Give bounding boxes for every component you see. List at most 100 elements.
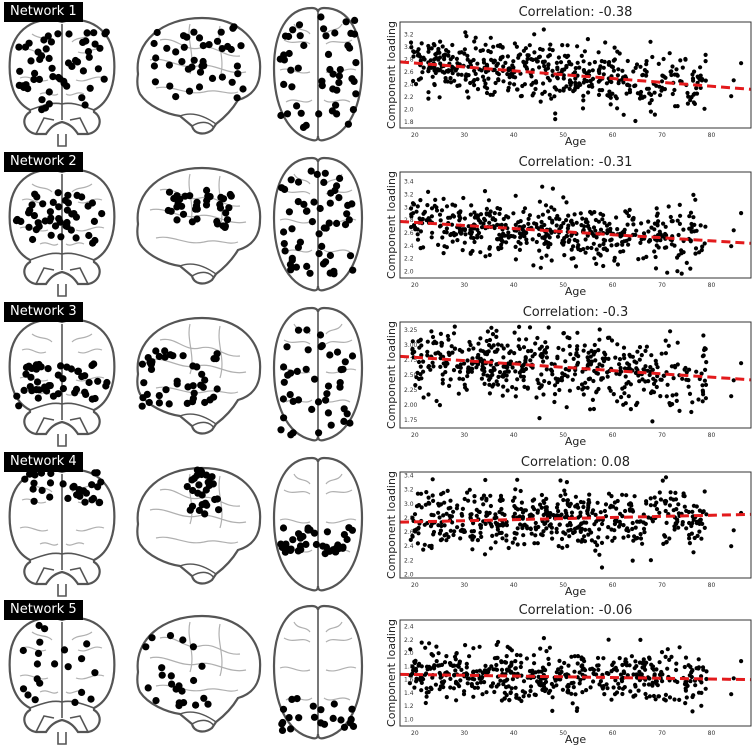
scatter-point [524, 337, 529, 342]
scatter-point [413, 225, 418, 230]
brain-node [293, 367, 301, 375]
brain-views [8, 156, 364, 297]
scatter-point [603, 514, 609, 519]
scatter-point [497, 44, 503, 49]
scatter-point [604, 248, 610, 253]
scatter-point [533, 533, 538, 538]
scatter-point [626, 380, 631, 385]
brain-node [281, 548, 289, 556]
scatter-point [424, 694, 429, 699]
scatter-point [541, 684, 547, 689]
y-tick-label: 2.8 [404, 56, 414, 63]
scatter-point [539, 505, 544, 510]
scatter-point [468, 250, 473, 255]
brain-node [315, 250, 323, 258]
scatter-point [436, 651, 441, 656]
x-axis-label: Age [565, 585, 587, 598]
scatter-point [563, 359, 568, 364]
scatter-point [561, 73, 566, 78]
scatter-point [589, 245, 594, 251]
scatter-point [464, 661, 469, 666]
scatter-point [592, 256, 597, 261]
scatter-point [429, 652, 434, 657]
brain-node [47, 38, 56, 46]
brain-node [322, 224, 330, 232]
scatter-point [418, 58, 423, 63]
scatter-point [574, 347, 580, 352]
scatter-point [483, 663, 488, 668]
scatter-point [664, 245, 669, 250]
scatter-point [541, 27, 546, 32]
scatter-point [514, 652, 519, 658]
scatter-point [441, 513, 446, 518]
brain-node [293, 102, 301, 110]
brain-node [307, 167, 315, 175]
brain-node [340, 723, 349, 731]
scatter-point [487, 391, 492, 396]
scatter-point [655, 365, 660, 370]
brain-node [56, 75, 64, 83]
scatter-point [527, 669, 533, 674]
scatter-point [439, 523, 444, 529]
brain-node [47, 231, 55, 239]
scatter-point [660, 234, 665, 239]
scatter-point [487, 211, 492, 216]
brain-node [285, 208, 293, 216]
sagittal-structure [179, 413, 217, 429]
scatter-point [559, 223, 564, 229]
scatter-point [437, 224, 443, 229]
scatter-point [633, 83, 638, 88]
brain-node [166, 632, 175, 640]
scatter-point [482, 680, 487, 685]
scatter-point [675, 362, 680, 367]
scatter-point [538, 502, 543, 507]
scatter-point [697, 250, 702, 255]
scatter-point [658, 497, 663, 502]
x-tick-label: 80 [708, 432, 716, 439]
brain-node [102, 28, 110, 36]
scatter-point [415, 232, 420, 237]
scatter-point [491, 44, 496, 49]
scatter-point [472, 499, 477, 504]
scatter-point [603, 238, 608, 243]
scatter-point [492, 211, 497, 216]
scatter-point [510, 540, 515, 545]
scatter-point [445, 79, 450, 84]
scatter-point [567, 86, 572, 91]
brain-node [180, 43, 188, 51]
brain-node [346, 419, 354, 427]
scatter-point [420, 70, 425, 75]
scatter-point [434, 659, 439, 664]
brain-node [40, 385, 49, 393]
brain-node [345, 524, 353, 532]
scatter-point [739, 211, 744, 216]
scatter-point [410, 201, 416, 206]
scatter-point [560, 545, 565, 550]
scatter-point [527, 325, 533, 330]
x-tick-label: 30 [460, 432, 468, 439]
y-tick-label: 2.50 [404, 372, 418, 379]
brain-node [27, 373, 35, 381]
scatter-point [428, 666, 433, 671]
brain-node [300, 41, 308, 50]
brain-node [64, 494, 72, 502]
brain-node [71, 56, 80, 65]
scatter-point [698, 223, 703, 228]
brain-node [94, 65, 102, 73]
scatter-point [482, 189, 488, 194]
scatter-point [591, 508, 596, 513]
scatter-point [441, 251, 446, 256]
scatter-point [696, 665, 701, 670]
scatter-point [564, 405, 569, 410]
scatter-point [505, 343, 510, 348]
scatter-point [555, 213, 560, 219]
brain-node [296, 32, 304, 40]
scatter-point [419, 343, 424, 348]
scatter-point [612, 258, 617, 263]
brain-node [315, 230, 323, 238]
scatter-point [477, 358, 482, 363]
scatter-point [657, 660, 662, 665]
scatter-point [614, 242, 619, 248]
scatter-point [597, 527, 602, 532]
scatter-point [483, 254, 488, 259]
